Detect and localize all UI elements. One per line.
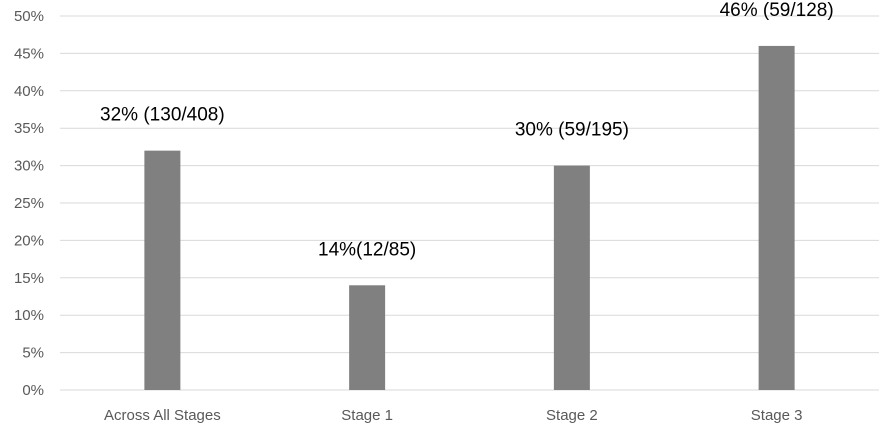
- x-tick-label: Across All Stages: [104, 407, 221, 424]
- y-tick-label: 45%: [14, 45, 44, 62]
- data-label: 32% (130/408): [100, 105, 225, 126]
- y-tick-label: 30%: [14, 158, 44, 175]
- bar: [144, 150, 181, 390]
- y-tick-label: 20%: [14, 232, 44, 249]
- y-axis-ticks: 0% 5% 10% 15% 20% 25% 30% 35% 40% 45% 50%: [14, 8, 44, 399]
- bars: [144, 45, 795, 391]
- bar: [553, 165, 590, 390]
- y-tick-label: 0%: [22, 382, 44, 399]
- data-labels: 32% (130/408) 14%(12/85) 30% (59/195) 46% (…: [100, 0, 834, 260]
- x-tick-label: Stage 2: [546, 407, 598, 424]
- x-tick-label: Stage 3: [751, 407, 803, 424]
- gridlines: [60, 15, 879, 354]
- bar: [349, 285, 386, 390]
- y-tick-label: 15%: [14, 270, 44, 287]
- y-tick-label: 50%: [14, 8, 44, 25]
- data-label: 30% (59/195): [515, 120, 629, 141]
- data-label: 14%(12/85): [318, 239, 416, 260]
- y-tick-label: 5%: [22, 345, 44, 362]
- y-tick-label: 35%: [14, 120, 44, 137]
- y-tick-label: 40%: [14, 83, 44, 100]
- data-label: 46% (59/128): [720, 0, 834, 21]
- y-tick-label: 25%: [14, 195, 44, 212]
- x-axis-ticks: Across All Stages Stage 1 Stage 2 Stage 3: [104, 407, 802, 424]
- bar: [758, 45, 795, 391]
- x-tick-label: Stage 1: [341, 407, 393, 424]
- y-tick-label: 10%: [14, 307, 44, 324]
